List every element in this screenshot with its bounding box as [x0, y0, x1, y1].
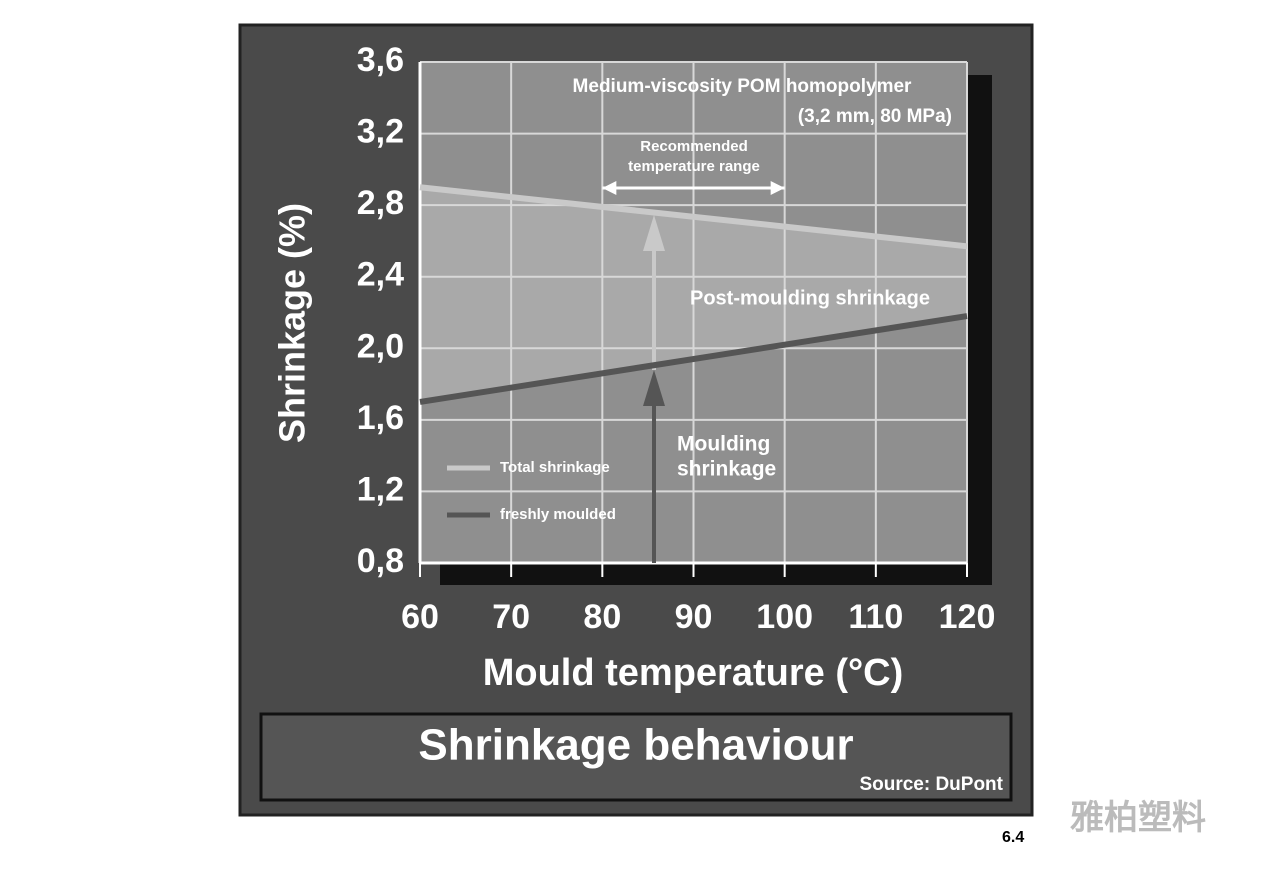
- annotation: Recommended: [640, 138, 748, 155]
- y-tick-label: 2,8: [357, 184, 404, 222]
- source: Source: DuPont: [859, 774, 1003, 795]
- series-line: [419, 313, 968, 405]
- y-tick-label: 3,2: [357, 113, 404, 151]
- y-tick-label: 2,0: [357, 327, 404, 365]
- arrow-head: [643, 370, 665, 406]
- title-box: [259, 712, 1013, 802]
- subtitle: (3,2 mm, 80 MPa): [798, 106, 952, 127]
- arrow-head: [643, 215, 665, 251]
- legend-label: freshly moulded: [500, 506, 616, 523]
- subtitle: Medium-viscosity POM homopolymer: [573, 76, 912, 97]
- annotation: temperature range: [628, 158, 760, 175]
- x-tick-label: 60: [401, 598, 439, 636]
- x-tick-label: 120: [939, 598, 996, 636]
- series-line: [419, 184, 968, 250]
- arrow-head: [602, 181, 617, 195]
- y-tick-label: 3,6: [357, 41, 404, 79]
- y-tick-label: 0,8: [357, 542, 404, 580]
- x-axis-label: Mould temperature (°C): [483, 652, 904, 694]
- annotation: Post-moulding shrinkage: [690, 287, 930, 309]
- arrow-head: [770, 181, 785, 195]
- watermark: 雅柏塑料: [1070, 799, 1206, 837]
- x-tick-label: 70: [492, 598, 530, 636]
- page-number: 6.4: [1002, 829, 1024, 846]
- chart-title: Shrinkage behaviour: [418, 721, 853, 770]
- y-tick-label: 1,6: [357, 399, 404, 437]
- annotation: shrinkage: [677, 458, 776, 481]
- y-axis-label: Shrinkage (%): [272, 203, 313, 443]
- annotation: Moulding: [677, 433, 770, 456]
- legend-label: Total shrinkage: [500, 459, 610, 476]
- x-tick-label: 100: [756, 598, 813, 636]
- y-tick-label: 1,2: [357, 470, 404, 508]
- x-tick-label: 90: [675, 598, 713, 636]
- x-tick-label: 110: [848, 598, 903, 636]
- y-tick-label: 2,4: [357, 256, 404, 294]
- x-tick-label: 80: [583, 598, 621, 636]
